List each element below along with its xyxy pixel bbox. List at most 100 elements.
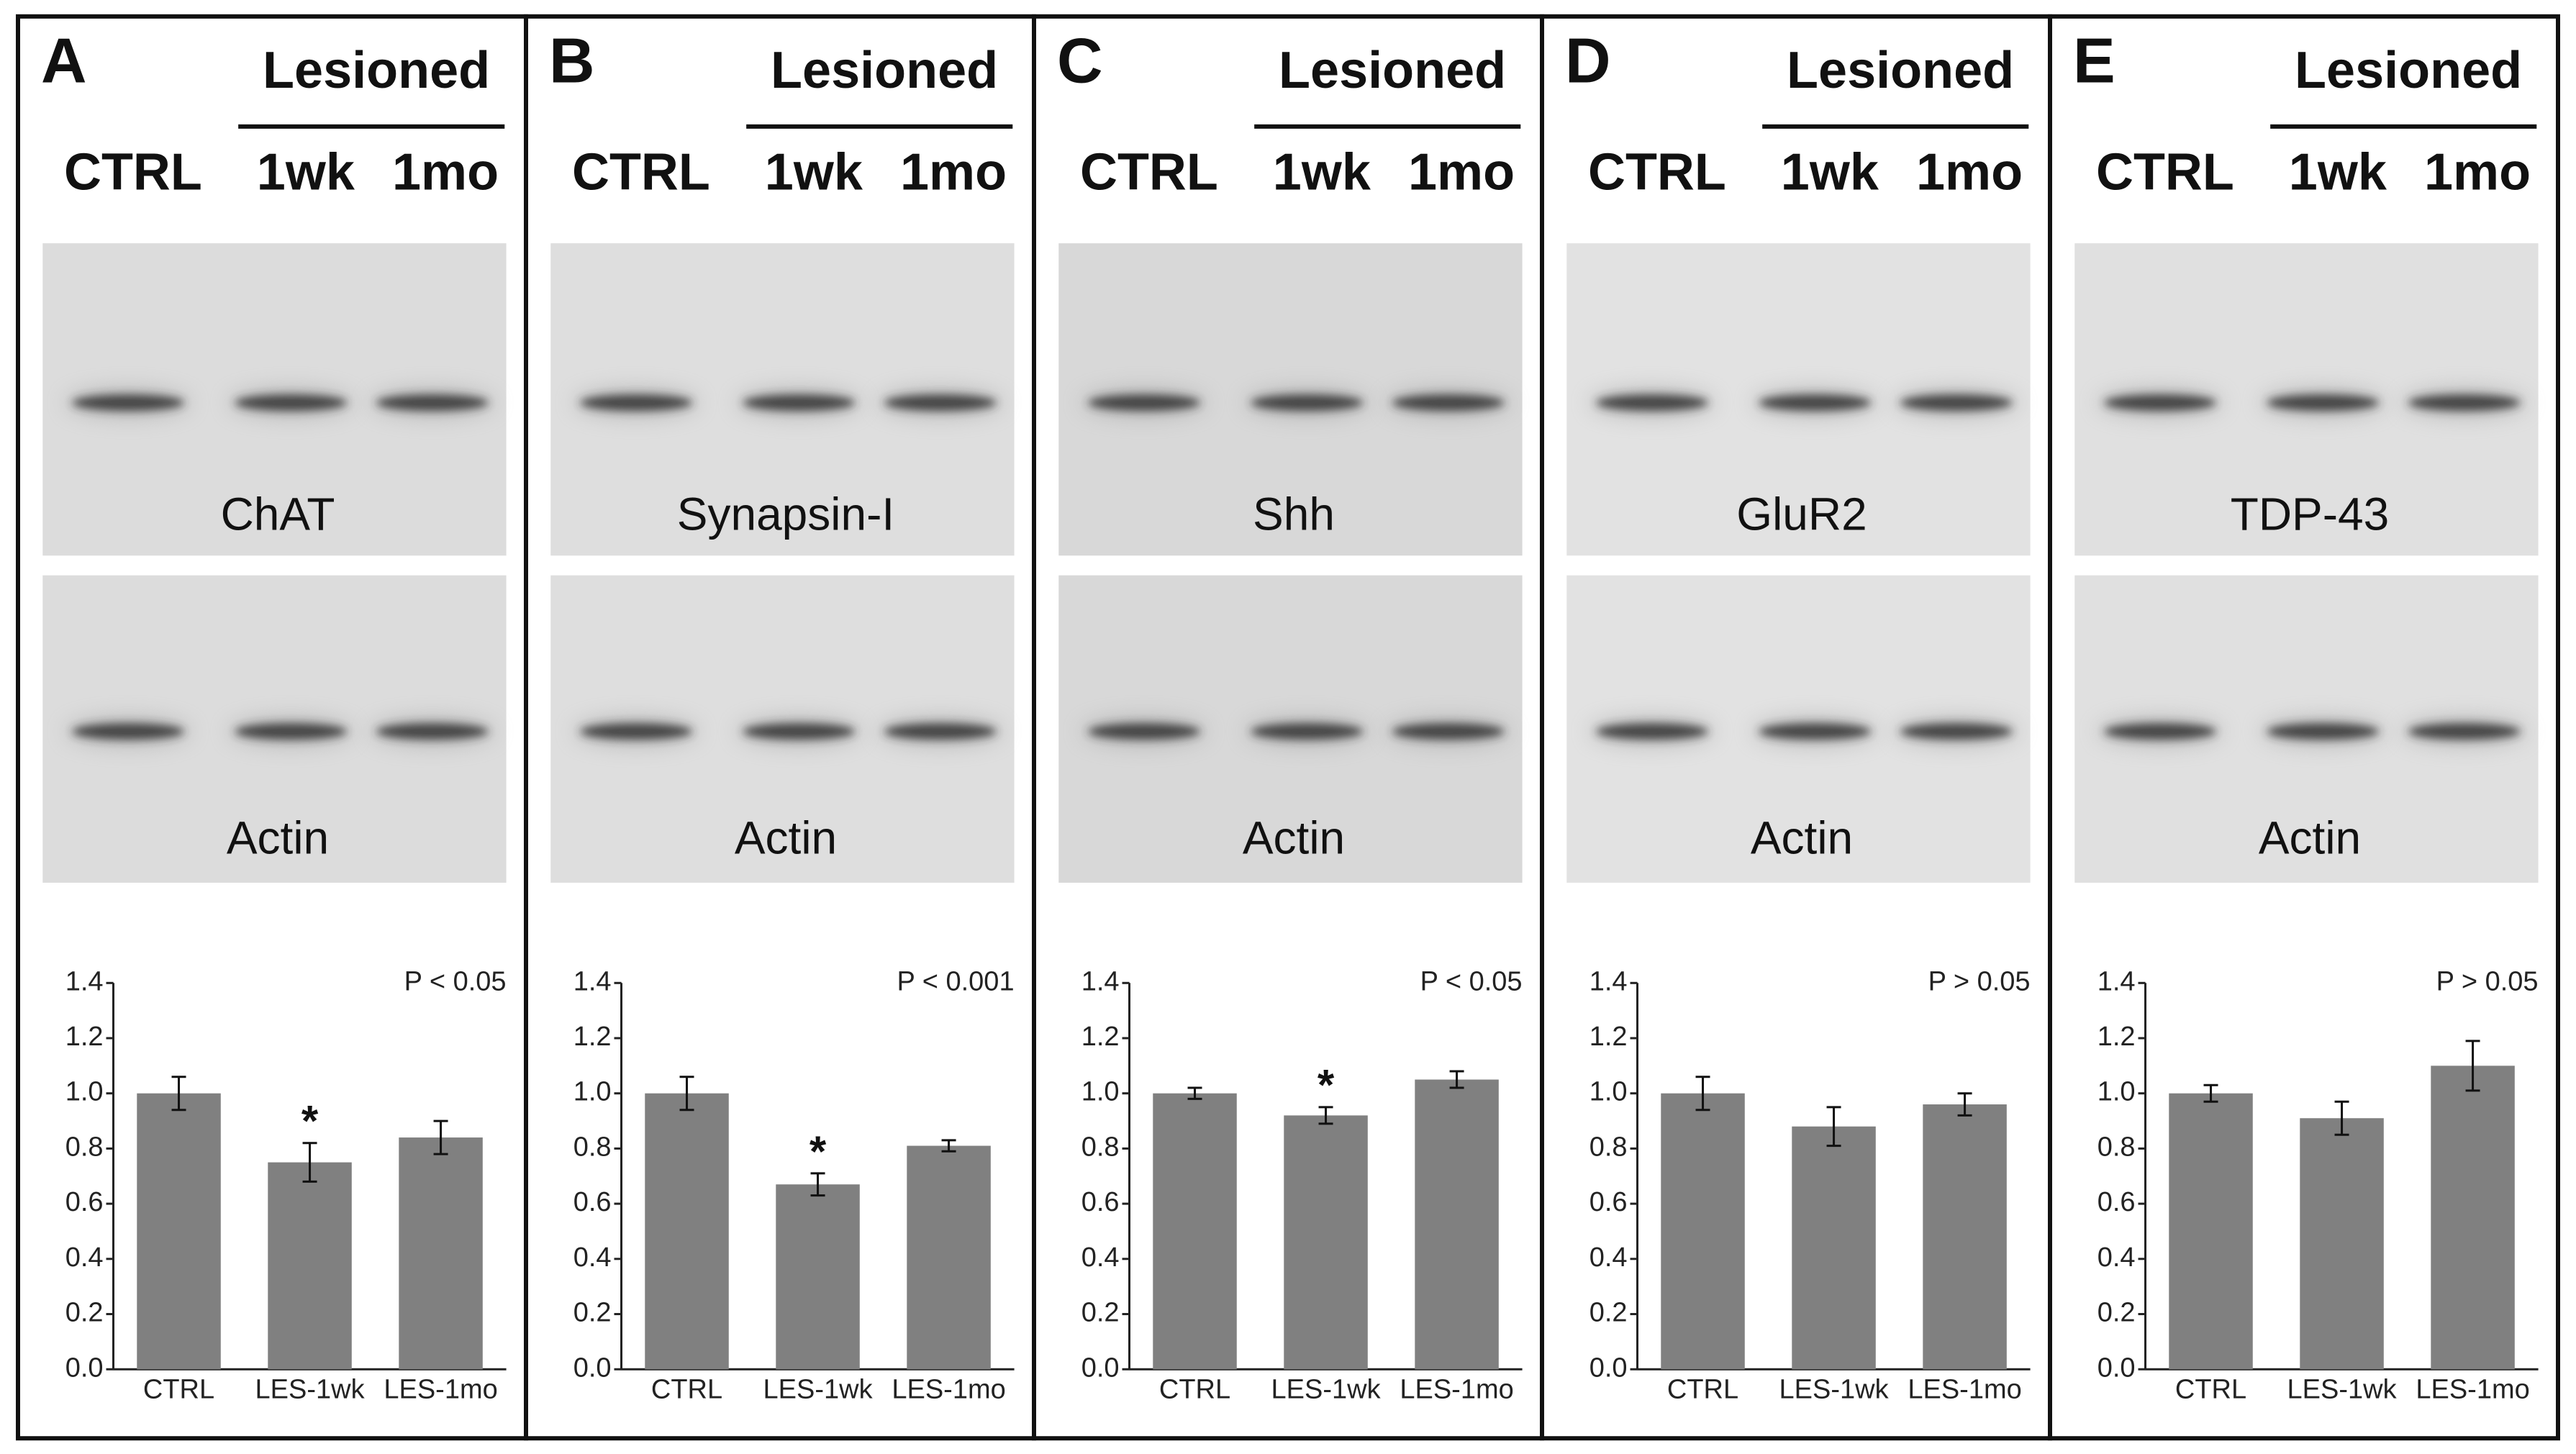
- lane-label: CTRL: [1080, 143, 1218, 201]
- panel-letter: E: [2073, 25, 2115, 96]
- blot-band: [2267, 723, 2379, 740]
- bar: [137, 1093, 221, 1370]
- lane-label: CTRL: [1588, 143, 1726, 201]
- y-tick-label: 0.4: [573, 1242, 612, 1273]
- y-tick-label: 0.6: [573, 1187, 612, 1217]
- error-bar: [1957, 1092, 1972, 1117]
- blot-label: Actin: [2259, 812, 2361, 864]
- bar: [1415, 1079, 1499, 1370]
- lane-label: 1wk: [257, 143, 355, 201]
- panel-letter: D: [1565, 25, 1611, 96]
- blot-band: [2267, 394, 2379, 412]
- y-tick-label: 0.4: [1589, 1242, 1628, 1273]
- x-tick-label: LES-1mo: [1400, 1374, 1513, 1404]
- blot-band: [2408, 723, 2521, 740]
- bar: [1153, 1093, 1237, 1370]
- bar: [399, 1137, 483, 1370]
- blot-band: [884, 394, 997, 412]
- x-tick-label: LES-1wk: [1779, 1374, 1890, 1404]
- y-tick-label: 1.4: [1081, 966, 1120, 996]
- group-label: Lesioned: [2295, 42, 2522, 99]
- blot-label: TDP-43: [2231, 489, 2390, 540]
- error-bar: [1826, 1106, 1841, 1148]
- blot-label: Actin: [1751, 812, 1853, 864]
- blot-band: [743, 394, 855, 412]
- error-bar: [433, 1119, 448, 1155]
- p-value: P < 0.05: [404, 966, 507, 996]
- group-label: Lesioned: [263, 42, 490, 99]
- bar: [2300, 1118, 2384, 1370]
- blot-band: [1759, 394, 1871, 412]
- error-bar: [1449, 1070, 1464, 1089]
- y-tick-label: 1.2: [65, 1022, 104, 1052]
- panel-letter: C: [1057, 25, 1103, 96]
- error-bar: [2203, 1083, 2218, 1103]
- blot-band: [1251, 394, 1363, 412]
- blot-band: [580, 394, 692, 412]
- blot-band: [1392, 723, 1505, 740]
- error-bar: [679, 1076, 694, 1112]
- lane-label: 1wk: [2289, 143, 2387, 201]
- y-tick-label: 0.0: [1589, 1353, 1628, 1383]
- panel-letter: B: [549, 25, 595, 96]
- bar: [268, 1162, 352, 1370]
- y-tick-label: 1.4: [1589, 966, 1628, 996]
- blot-band: [580, 723, 692, 740]
- lane-label: CTRL: [64, 143, 202, 201]
- y-tick-label: 1.2: [573, 1022, 612, 1052]
- blot-label: Synapsin-I: [677, 489, 894, 540]
- y-tick-label: 0.2: [65, 1298, 104, 1328]
- panel-border: [2048, 14, 2560, 1441]
- x-tick-label: LES-1mo: [1908, 1374, 2021, 1404]
- blot-band: [376, 394, 489, 412]
- blot-label: Actin: [735, 812, 837, 864]
- blot-label: Shh: [1253, 489, 1335, 540]
- bar: [1923, 1104, 2007, 1370]
- y-tick-label: 0.8: [2097, 1132, 2136, 1162]
- panel-letter: A: [41, 25, 87, 96]
- blot-band: [1392, 394, 1505, 412]
- error-bar: [1318, 1106, 1333, 1125]
- x-tick-label: LES-1mo: [892, 1374, 1005, 1404]
- bar: [1661, 1093, 1745, 1370]
- panel: C Lesioned CTRL 1wk 1mo Shh Actin 0.0 0.2 0.4 0.6 0…: [1032, 14, 1544, 1441]
- lane-label: CTRL: [2096, 143, 2234, 201]
- p-value: P < 0.05: [1420, 966, 1523, 996]
- bar: [645, 1093, 729, 1370]
- x-tick-label: CTRL: [1667, 1374, 1738, 1404]
- blot-band: [1596, 723, 1708, 740]
- p-value: P < 0.001: [897, 966, 1015, 996]
- blot-band: [235, 723, 347, 740]
- y-tick-label: 1.2: [1589, 1022, 1628, 1052]
- lane-label: 1wk: [1781, 143, 1879, 201]
- y-tick-label: 0.2: [2097, 1298, 2136, 1328]
- y-tick-label: 1.0: [573, 1077, 612, 1107]
- x-tick-label: LES-1mo: [384, 1374, 497, 1404]
- y-tick-label: 1.2: [2097, 1022, 2136, 1052]
- y-tick-label: 0.2: [573, 1298, 612, 1328]
- blot-band: [743, 723, 855, 740]
- error-bar: [941, 1139, 956, 1153]
- blot-band: [1088, 394, 1200, 412]
- error-bar: [1695, 1076, 1710, 1112]
- x-tick-label: CTRL: [651, 1374, 722, 1404]
- group-label: Lesioned: [771, 42, 998, 99]
- bar: [2431, 1065, 2515, 1370]
- blot-band: [884, 723, 997, 740]
- y-tick-label: 0.6: [2097, 1187, 2136, 1217]
- group-label: Lesioned: [1279, 42, 1506, 99]
- blot-label: Actin: [1243, 812, 1345, 864]
- p-value: P > 0.05: [1928, 966, 2031, 996]
- x-tick-label: CTRL: [143, 1374, 214, 1404]
- error-bar: [810, 1172, 825, 1197]
- lane-label: 1mo: [392, 143, 499, 201]
- bar: [776, 1184, 860, 1370]
- y-tick-label: 0.4: [1081, 1242, 1120, 1273]
- x-tick-label: LES-1wk: [255, 1374, 366, 1404]
- blot-band: [376, 723, 489, 740]
- y-tick-label: 1.4: [573, 966, 612, 996]
- y-tick-label: 1.0: [1589, 1077, 1628, 1107]
- y-tick-label: 0.8: [1589, 1132, 1628, 1162]
- y-tick-label: 0.6: [1081, 1187, 1120, 1217]
